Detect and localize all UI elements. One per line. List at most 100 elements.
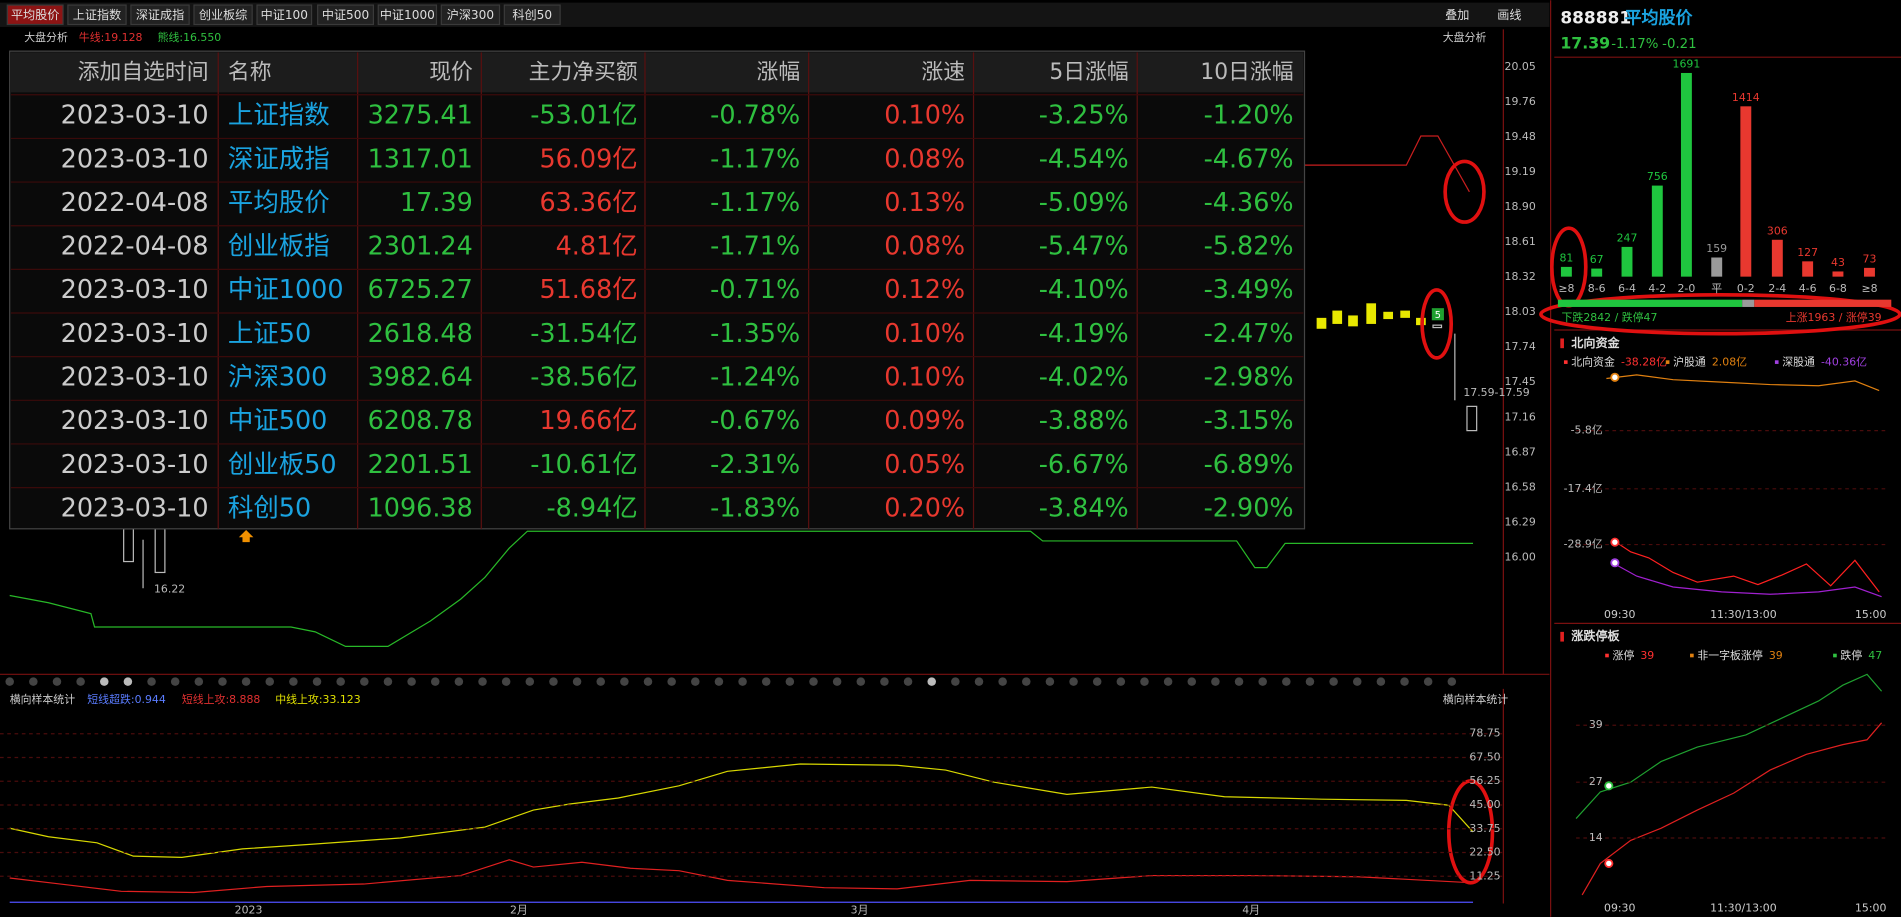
- legend-label: 短线超跌:0.944: [87, 692, 166, 706]
- page-dot[interactable]: [1423, 677, 1433, 686]
- page-dot[interactable]: [1258, 677, 1267, 686]
- chart-title: 横向样本统计: [10, 692, 76, 706]
- tab[interactable]: [503, 4, 561, 26]
- tab-label[interactable]: 创业板综: [199, 8, 247, 22]
- page-dot[interactable]: [1022, 677, 1031, 686]
- tab-label[interactable]: 沪深300: [447, 8, 494, 22]
- page-dot[interactable]: [974, 677, 984, 686]
- page-dot[interactable]: [785, 677, 795, 686]
- tab[interactable]: [317, 4, 375, 26]
- tab[interactable]: [193, 4, 253, 26]
- page-dot[interactable]: [1305, 677, 1315, 686]
- tab-label[interactable]: 平均股价: [11, 8, 59, 22]
- page-dot[interactable]: [29, 677, 38, 686]
- value-label: 43: [1831, 256, 1845, 269]
- table-cell: -53.01亿: [530, 101, 637, 131]
- page-dot[interactable]: [809, 677, 818, 686]
- x-tick-label: 11:30/13:00: [1710, 901, 1777, 914]
- sh-line: [1606, 374, 1880, 392]
- page-dot[interactable]: [100, 677, 109, 686]
- table-cell: -0.67%: [710, 406, 800, 436]
- page-dot[interactable]: [76, 677, 85, 686]
- page-dot[interactable]: [1163, 677, 1173, 686]
- page-dot[interactable]: [714, 677, 724, 686]
- y-tick-label: 18.32: [1505, 270, 1536, 283]
- page-dot[interactable]: [927, 677, 936, 686]
- page-dot[interactable]: [572, 677, 582, 686]
- page-dot[interactable]: [312, 677, 322, 686]
- tab[interactable]: [256, 4, 313, 26]
- page-dot[interactable]: [1045, 677, 1055, 686]
- page-dot[interactable]: [620, 677, 629, 686]
- page-dot[interactable]: [194, 677, 204, 686]
- page-dot[interactable]: [170, 677, 180, 686]
- category-label: 4-2: [1648, 282, 1666, 295]
- page-dot[interactable]: [1069, 677, 1078, 686]
- bar: [1591, 268, 1603, 277]
- page-dot[interactable]: [1376, 677, 1386, 686]
- page-dot[interactable]: [289, 677, 298, 686]
- page-dot[interactable]: [832, 677, 842, 686]
- bar: [1740, 106, 1752, 277]
- page-dot[interactable]: [738, 677, 747, 686]
- page-dot[interactable]: [218, 677, 227, 686]
- tab[interactable]: [377, 4, 438, 26]
- page-dot[interactable]: [478, 677, 487, 686]
- page-dot[interactable]: [667, 677, 676, 686]
- page-dot[interactable]: [430, 677, 440, 686]
- page-dot[interactable]: [383, 677, 393, 686]
- page-dot[interactable]: [265, 677, 274, 686]
- page-dot[interactable]: [880, 677, 889, 686]
- page-dot[interactable]: [761, 677, 771, 686]
- page-dot[interactable]: [1234, 677, 1244, 686]
- page-dot[interactable]: [691, 677, 700, 686]
- page-dot[interactable]: [1092, 677, 1102, 686]
- tab-label[interactable]: 上证指数: [73, 7, 121, 22]
- ma-label: 牛线:19.128: [79, 30, 143, 44]
- page-dot[interactable]: [52, 677, 62, 686]
- page-dot[interactable]: [951, 677, 960, 686]
- tab-label[interactable]: 中证100: [261, 7, 308, 22]
- tab-label[interactable]: 中证500: [322, 7, 369, 22]
- page-dot[interactable]: [1400, 677, 1409, 686]
- page-dot[interactable]: [1329, 677, 1338, 686]
- tab[interactable]: [440, 4, 501, 26]
- page-dot[interactable]: [596, 677, 605, 686]
- page-dot[interactable]: [147, 677, 156, 686]
- tab[interactable]: [6, 4, 64, 26]
- tab-label[interactable]: 中证1000: [380, 7, 435, 22]
- page-dot[interactable]: [5, 677, 14, 686]
- page-dot[interactable]: [549, 677, 558, 686]
- page-dot[interactable]: [360, 677, 369, 686]
- page-dot[interactable]: [454, 677, 464, 686]
- page-dot[interactable]: [1187, 677, 1197, 686]
- page-dot[interactable]: [1447, 677, 1457, 686]
- page-dot[interactable]: [1353, 677, 1362, 686]
- legend-swatch: [1774, 360, 1779, 364]
- toolbar-button[interactable]: 画线: [1497, 8, 1521, 22]
- table-cell: 56.09亿: [539, 144, 637, 174]
- page-dot[interactable]: [1282, 677, 1291, 686]
- page-dot[interactable]: [1140, 677, 1149, 686]
- page-dot[interactable]: [643, 677, 653, 686]
- page-dot[interactable]: [241, 677, 251, 686]
- page-dot[interactable]: [336, 677, 345, 686]
- legend-swatch: [1833, 653, 1837, 658]
- page-dot[interactable]: [856, 677, 866, 686]
- table-cell: 3982.64: [368, 362, 473, 392]
- page-dot[interactable]: [407, 677, 416, 686]
- tab[interactable]: [130, 4, 190, 26]
- tab[interactable]: [67, 4, 127, 26]
- page-dot[interactable]: [123, 677, 133, 686]
- toolbar-button[interactable]: 叠加: [1445, 8, 1469, 22]
- page-dot[interactable]: [501, 677, 511, 686]
- page-dot[interactable]: [903, 677, 913, 686]
- page-dot[interactable]: [525, 677, 535, 686]
- tab-label[interactable]: 深证成指: [136, 7, 184, 22]
- page-dot[interactable]: [1211, 677, 1220, 686]
- page-dot[interactable]: [1116, 677, 1126, 686]
- y-tick-label: 22.50: [1469, 846, 1500, 859]
- tab-label[interactable]: 科创50: [512, 8, 552, 22]
- page-dot[interactable]: [998, 677, 1007, 686]
- table-cell: -5.09%: [1039, 188, 1129, 218]
